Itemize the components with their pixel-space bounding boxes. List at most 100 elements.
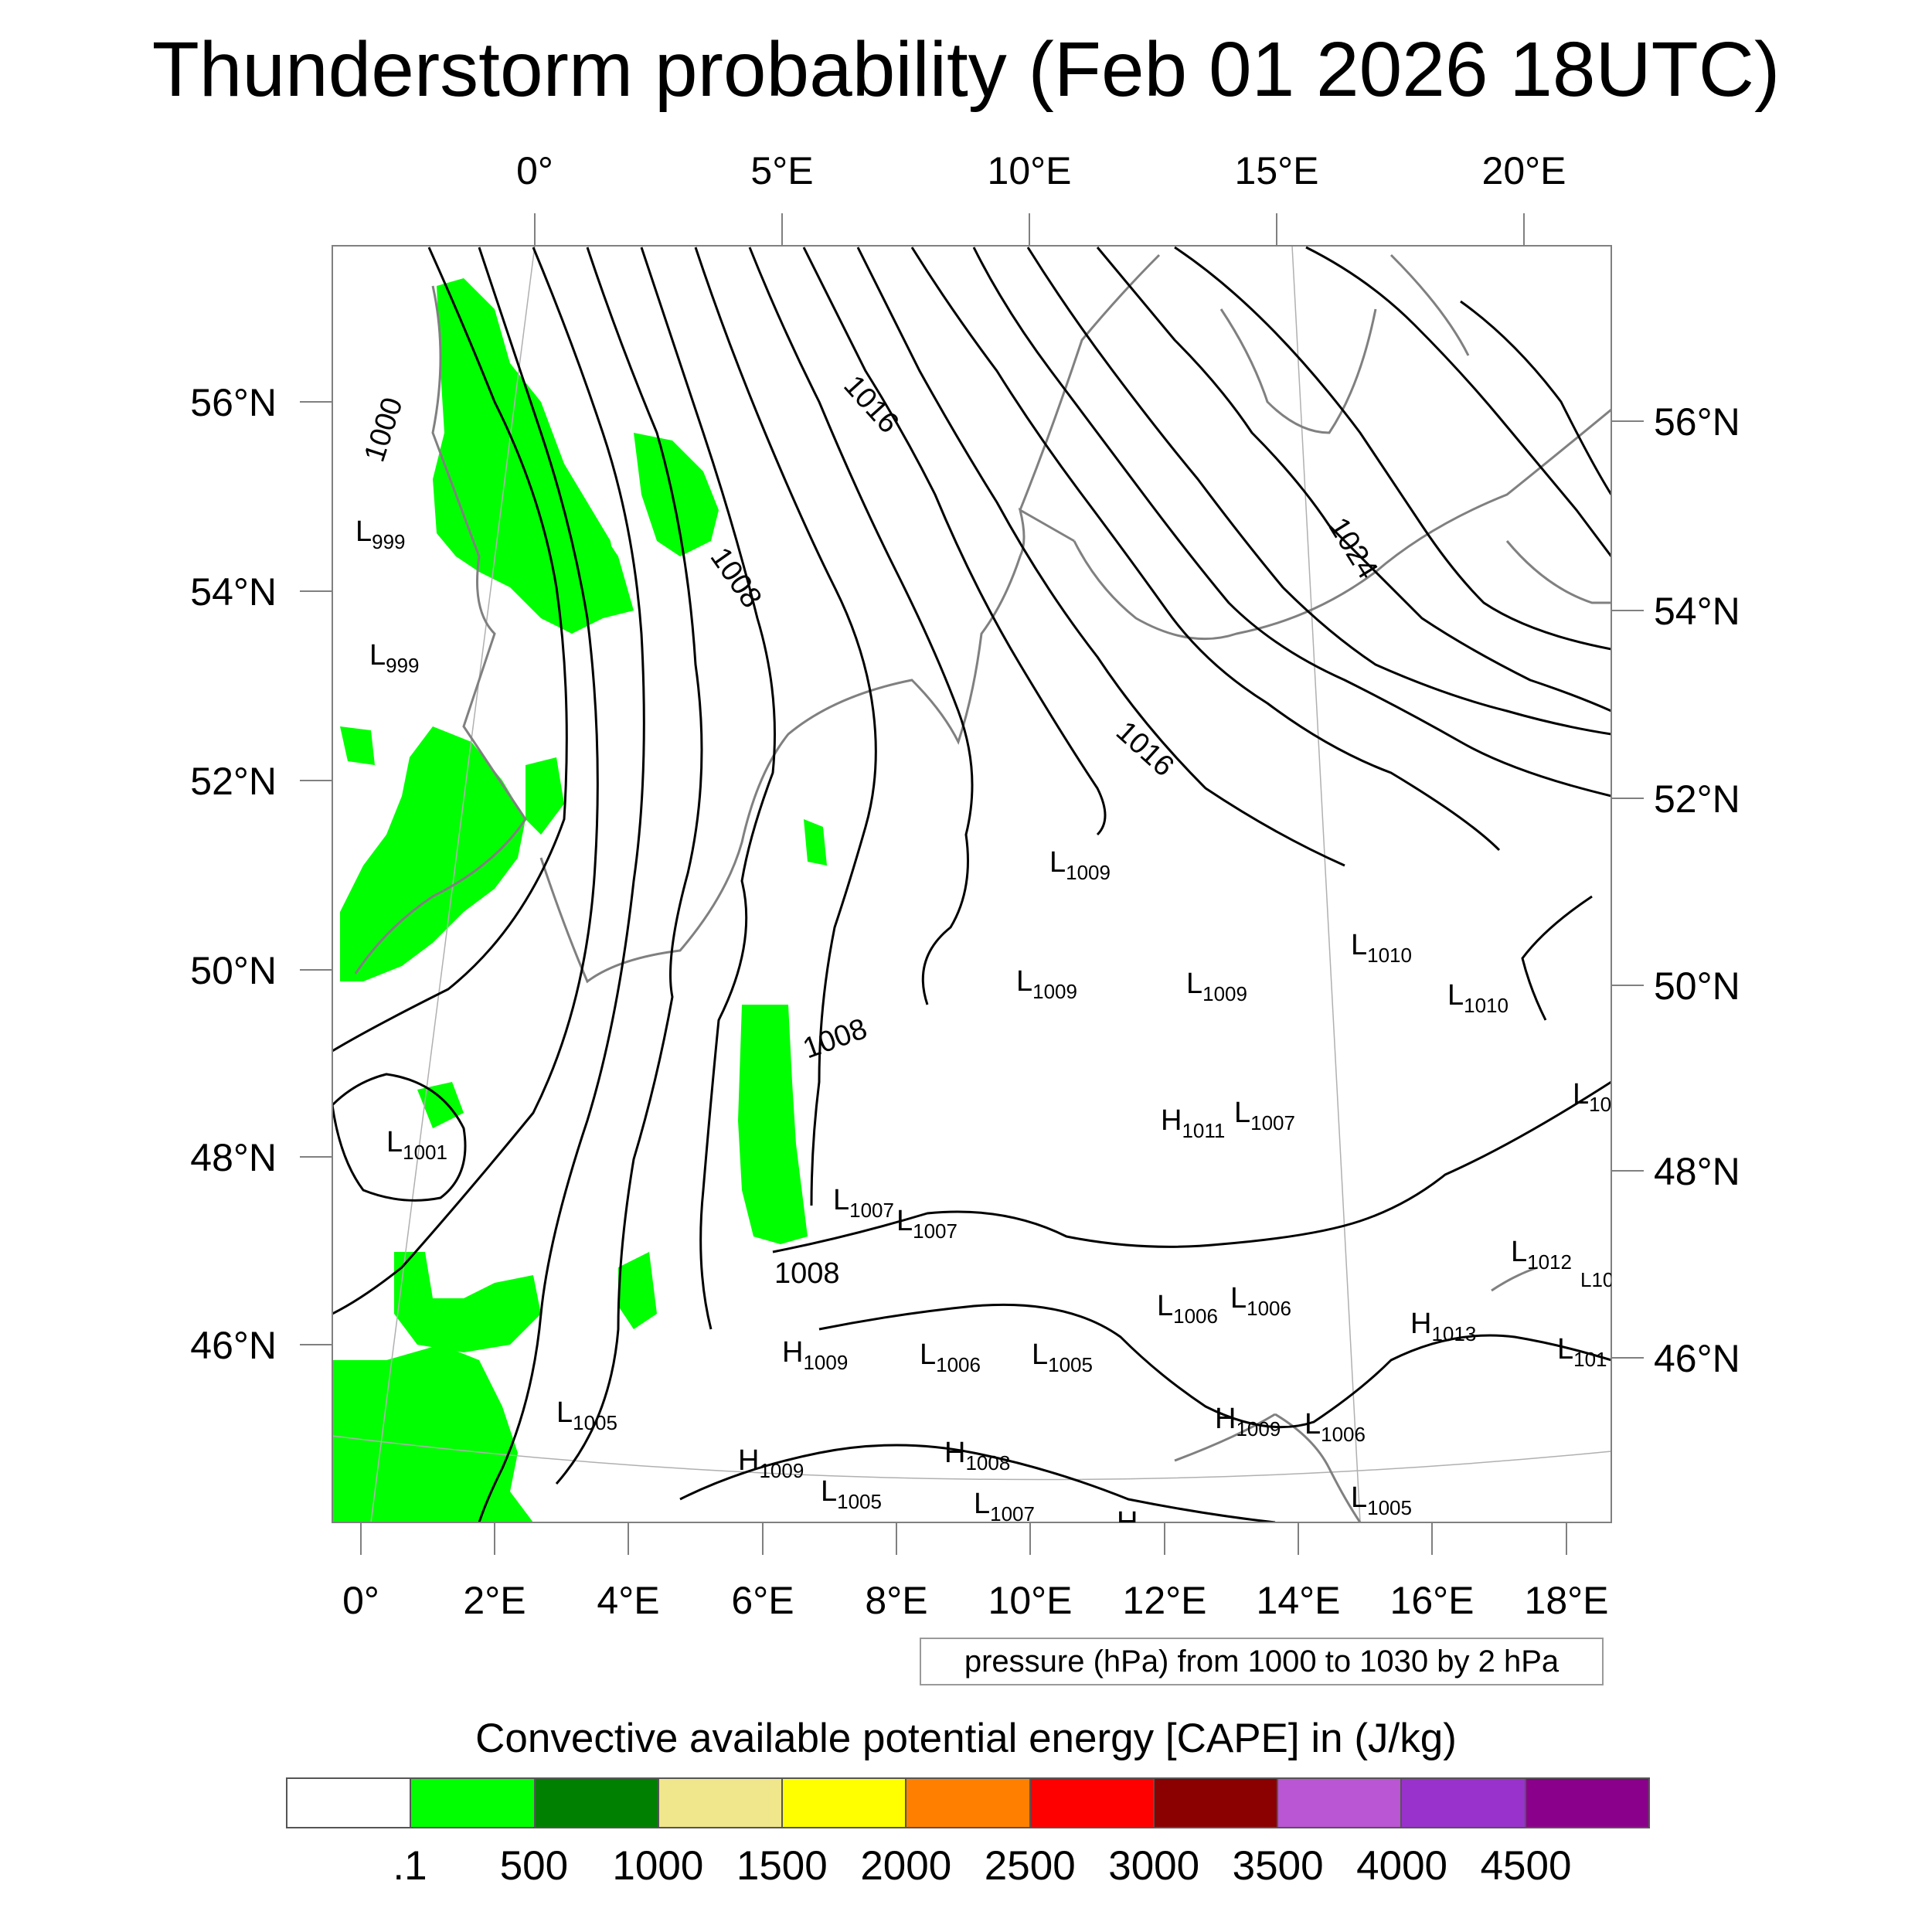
center-type: L xyxy=(1304,1408,1321,1440)
center-type: L xyxy=(1511,1236,1527,1268)
cape-area-east-england xyxy=(526,757,564,835)
center-type: L xyxy=(974,1488,990,1520)
center-value: 1008 xyxy=(965,1451,1010,1475)
center-value: 1006 xyxy=(1173,1304,1218,1328)
left-axis-label: 50°N xyxy=(190,949,277,992)
pressure-center: L999 xyxy=(355,515,406,553)
cape-area-dot-2 xyxy=(804,819,827,866)
colorbar-box xyxy=(1030,1779,1155,1827)
colorbar-box xyxy=(287,1779,412,1827)
bottom-axis-label: 2°E xyxy=(463,1579,526,1622)
colorbar-box xyxy=(411,1779,536,1827)
center-value: 1005 xyxy=(837,1490,882,1513)
center-type: L xyxy=(1234,1097,1250,1129)
colorbar-box xyxy=(1402,1779,1526,1827)
center-value: 1007 xyxy=(849,1199,894,1222)
pressure-center: H1009 xyxy=(1215,1403,1281,1440)
center-value: 1011 xyxy=(1182,1119,1225,1142)
top-axis-label: 0° xyxy=(516,149,553,192)
pressure-centers: L999 L999 L1001 L1005 L1009 L1009 L1009 … xyxy=(355,515,1625,1539)
pressure-center: L1005 xyxy=(1351,1481,1412,1519)
center-type: L xyxy=(556,1396,573,1429)
pressure-center: H1009 xyxy=(738,1444,804,1482)
center-type: H xyxy=(944,1437,965,1469)
center-type: L xyxy=(1351,1481,1367,1514)
center-type: L xyxy=(1557,1333,1573,1366)
bottom-axis-label: 0° xyxy=(342,1579,379,1622)
colorbar-tick: 1500 xyxy=(736,1843,828,1889)
pressure-center: L1005 xyxy=(556,1396,617,1434)
colorbar-tick: 1000 xyxy=(612,1843,704,1889)
center-value: 1007 xyxy=(1250,1111,1295,1134)
bottom-axis-label: 14°E xyxy=(1257,1579,1341,1622)
colorbar xyxy=(286,1777,1650,1828)
center-value: 1006 xyxy=(936,1353,981,1376)
center-value: 10 xyxy=(1589,1093,1611,1116)
pressure-center: L1010 xyxy=(1447,979,1509,1017)
cape-area-dot-4 xyxy=(417,1082,464,1128)
left-axis-label: 56°N xyxy=(190,381,277,424)
colorbar-tick: 4500 xyxy=(1480,1843,1572,1889)
center-type: L xyxy=(1447,979,1464,1012)
bottom-axis-label: 16°E xyxy=(1390,1579,1475,1622)
isobar-label: 1000 xyxy=(359,393,410,465)
center-value: 1009 xyxy=(759,1459,804,1482)
colorbar-tick: 3500 xyxy=(1232,1843,1324,1889)
center-type: L xyxy=(1032,1338,1048,1371)
pressure-center: L101 xyxy=(1580,1268,1625,1291)
pressure-center: L1006 xyxy=(1157,1290,1218,1328)
top-axis-label: 10°E xyxy=(988,149,1072,192)
center-value: 1006 xyxy=(1321,1423,1366,1446)
pressure-center: H xyxy=(1117,1506,1138,1539)
colorbar-box xyxy=(1526,1779,1648,1827)
center-type: L xyxy=(386,1126,403,1158)
colorbar-box xyxy=(658,1779,784,1827)
center-type: H xyxy=(782,1336,803,1369)
center-value: 1009 xyxy=(803,1351,848,1374)
cape-area-dot-1 xyxy=(618,1252,657,1329)
pressure-center: H1011 xyxy=(1161,1104,1225,1142)
center-value: 999 xyxy=(372,530,405,553)
center-type: H xyxy=(1117,1506,1138,1539)
right-axis-label: 48°N xyxy=(1654,1150,1740,1193)
center-value: 1009 xyxy=(1202,982,1247,1005)
bottom-axis-label: 6°E xyxy=(731,1579,794,1622)
pressure-center: L10 xyxy=(1573,1078,1611,1116)
pressure-center: L101 xyxy=(1557,1333,1607,1371)
contour-info-box: pressure (hPa) from 1000 to 1030 by 2 hP… xyxy=(920,1638,1604,1685)
pressure-center: L1007 xyxy=(896,1205,957,1243)
colorbar-tick: 500 xyxy=(499,1843,569,1889)
right-axis-label: 54°N xyxy=(1654,590,1740,633)
top-axis-label: 20°E xyxy=(1482,149,1566,192)
colorbar-tick: 3000 xyxy=(1108,1843,1200,1889)
pressure-center: H1013 xyxy=(1410,1308,1476,1345)
colorbar-box xyxy=(783,1779,907,1827)
center-type: L xyxy=(1186,968,1202,1000)
center-type: L xyxy=(833,1184,849,1216)
cape-area-north-sea-belt xyxy=(533,495,634,618)
pressure-center: H1008 xyxy=(944,1437,1010,1475)
center-type: L xyxy=(1016,965,1032,998)
colorbar-ticks: .1 500 1000 1500 2000 2500 3000 3500 400… xyxy=(286,1839,1650,1893)
center-value: 1005 xyxy=(1367,1496,1412,1519)
cape-area-biscay xyxy=(332,1345,533,1522)
colorbar-box xyxy=(535,1779,659,1827)
bottom-axis-label: 12°E xyxy=(1123,1579,1207,1622)
bottom-axis: 0° 2°E 4°E 6°E 8°E 10°E 12°E 14°E 16°E 1… xyxy=(342,1579,1608,1622)
pressure-center: L999 xyxy=(369,639,420,677)
isobar-label: 1016 xyxy=(837,369,905,440)
left-axis-label: 52°N xyxy=(190,760,277,803)
center-type: H xyxy=(1161,1104,1182,1137)
pressure-center: L1005 xyxy=(821,1475,882,1513)
cape-area-loire xyxy=(394,1252,541,1352)
center-value: 1009 xyxy=(1032,980,1077,1003)
right-axis-label: 56°N xyxy=(1654,400,1740,444)
pressure-center: L1010 xyxy=(1351,929,1412,967)
colorbar-title: Convective available potential energy [C… xyxy=(475,1716,1457,1761)
top-axis-label: 5°E xyxy=(750,149,813,192)
center-value: 1001 xyxy=(403,1141,447,1164)
center-value: 1009 xyxy=(1066,861,1111,884)
center-value: 1006 xyxy=(1247,1297,1291,1320)
cape-area-north-sea-east xyxy=(634,433,719,556)
